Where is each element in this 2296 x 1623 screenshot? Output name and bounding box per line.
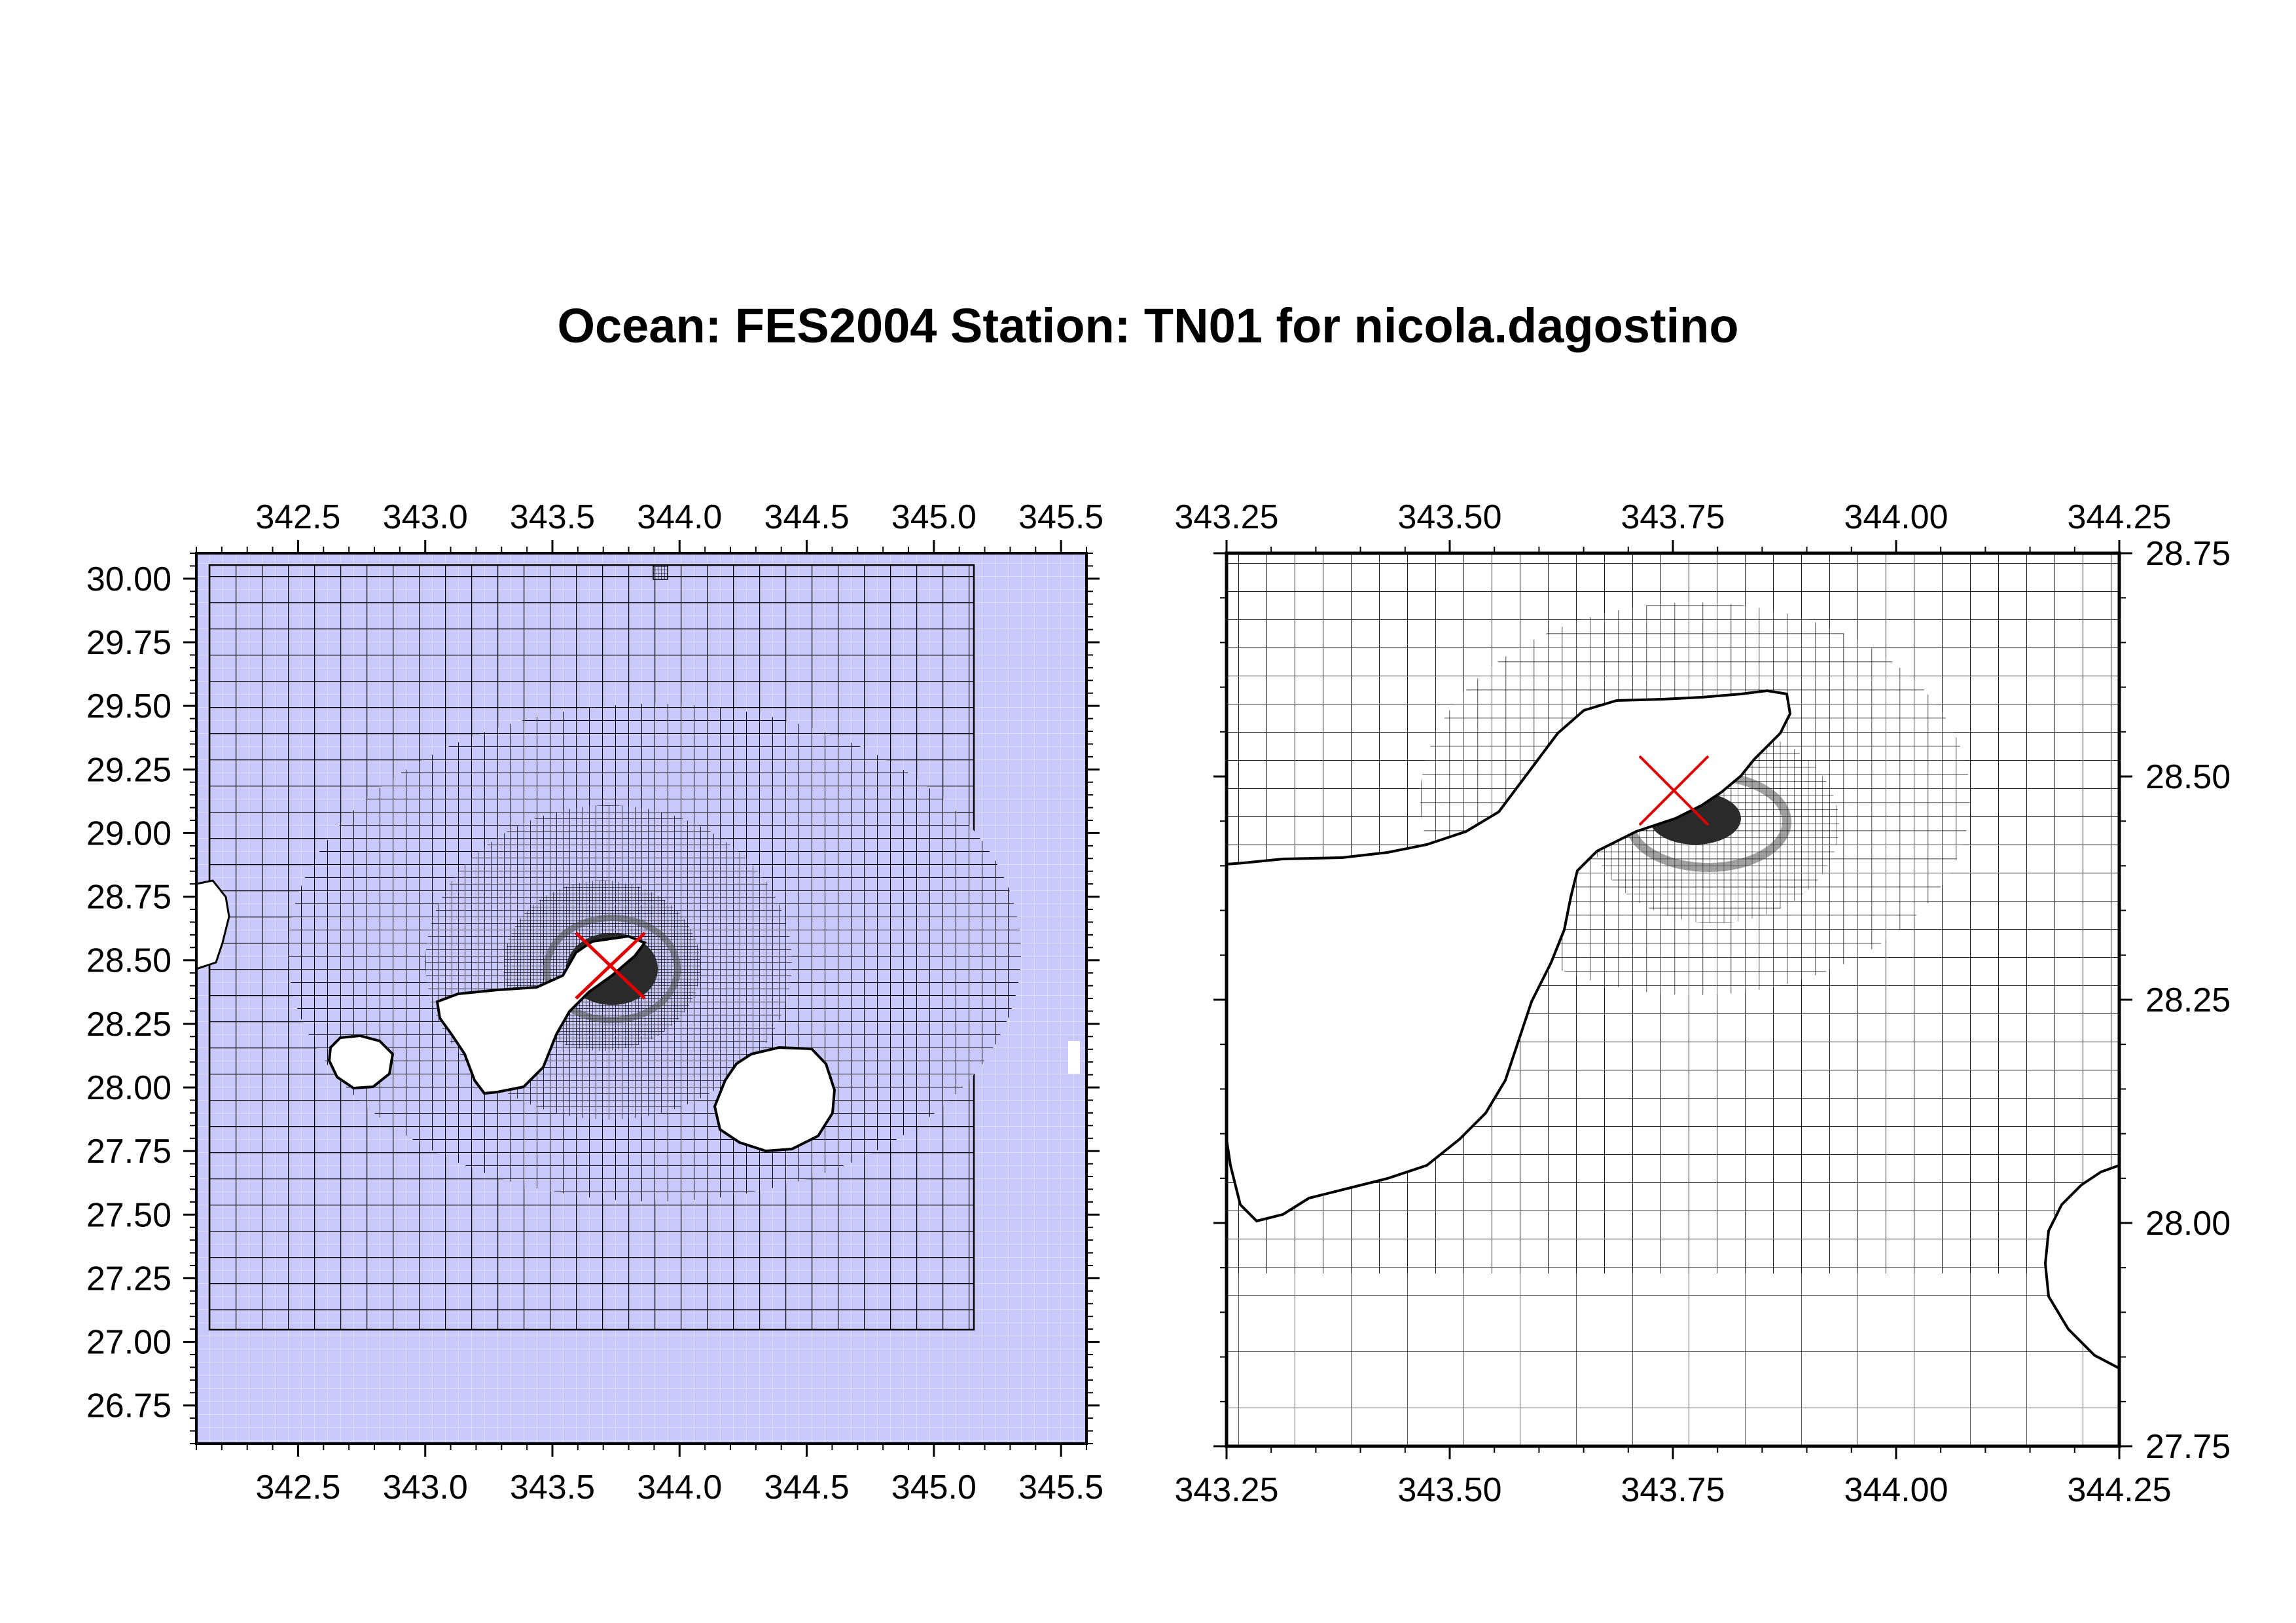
- y-tick-label: 27.00: [86, 1324, 171, 1362]
- x-tick-label-top: 345.5: [1018, 498, 1103, 536]
- y-tick-label: 29.00: [86, 814, 171, 852]
- x-tick-label-top: 343.0: [383, 498, 468, 536]
- zoom-station-marker-line-b: [1638, 755, 1710, 826]
- mesh-dense-ring: [543, 915, 681, 1023]
- y-tick-label: 28.25: [2145, 981, 2231, 1019]
- zoom-mesh-bottom: [1227, 1273, 2119, 1446]
- x-tick-label-bottom: 344.00: [1844, 1471, 1948, 1509]
- zoom-map: [1227, 553, 2119, 1446]
- y-tick-label: 28.75: [86, 879, 171, 917]
- y-tick-label: 28.75: [2145, 535, 2231, 573]
- x-tick-label-top: 343.5: [510, 498, 595, 536]
- x-tick-label-bottom: 344.0: [637, 1468, 722, 1506]
- station-marker-line-b: [575, 932, 646, 1000]
- x-tick-label-top: 343.50: [1397, 498, 1501, 536]
- zoom-axes: 343.25 343.25 343.50 343.50 343.75 343.75 344.…: [1174, 498, 2231, 1509]
- figure-title: Ocean: FES2004 Station: TN01 for nicola.…: [557, 299, 1739, 353]
- x-tick-label-top: 345.0: [891, 498, 977, 536]
- y-tick-label: 27.25: [86, 1260, 171, 1298]
- x-tick-label-bottom: 344.5: [764, 1468, 850, 1506]
- y-tick-label: 26.75: [86, 1387, 171, 1425]
- station-marker: [575, 932, 646, 1000]
- y-tick-label: 29.75: [86, 624, 171, 662]
- island-la-palma-edge: [196, 879, 230, 970]
- zoom-land-tenerife: [1227, 689, 1792, 1223]
- y-tick-label: 29.25: [86, 751, 171, 789]
- y-tick-label: 29.50: [86, 687, 171, 725]
- zoom-station-marker: [1638, 755, 1710, 826]
- y-tick-label: 27.75: [2145, 1428, 2231, 1466]
- x-tick-label-bottom: 343.75: [1621, 1471, 1725, 1509]
- x-tick-label-top: 344.0: [637, 498, 722, 536]
- edge-gap: [1068, 1041, 1080, 1074]
- island-tenerife: [435, 934, 647, 1095]
- y-tick-label: 30.00: [86, 560, 171, 598]
- y-tick-label: 28.50: [2145, 758, 2231, 796]
- mesh-patch-top: [653, 564, 668, 580]
- x-tick-label-bottom: 343.25: [1174, 1471, 1278, 1509]
- x-tick-label-top: 342.5: [255, 498, 340, 536]
- island-gran-canaria: [713, 1046, 836, 1153]
- y-tick-label: 28.00: [2145, 1205, 2231, 1243]
- x-tick-label-bottom: 344.25: [2067, 1471, 2171, 1509]
- y-tick-label: 27.75: [86, 1133, 171, 1171]
- x-tick-label-top: 343.25: [1174, 498, 1278, 536]
- y-tick-label: 28.50: [86, 942, 171, 980]
- y-tick-label: 28.25: [86, 1006, 171, 1044]
- x-tick-label-bottom: 345.0: [891, 1468, 977, 1506]
- x-tick-label-top: 344.25: [2067, 498, 2171, 536]
- x-tick-label-bottom: 343.0: [383, 1468, 468, 1506]
- x-tick-label-top: 343.75: [1621, 498, 1725, 536]
- y-tick-label: 28.00: [86, 1069, 171, 1107]
- island-la-gomera: [327, 1034, 395, 1090]
- x-tick-label-top: 344.5: [764, 498, 850, 536]
- overview-axes: 342.5 342.5 343.0 343.0 343.5 343.5 344.0 344.0…: [86, 498, 1103, 1506]
- x-tick-label-bottom: 343.50: [1397, 1471, 1501, 1509]
- x-tick-label-top: 344.00: [1844, 498, 1948, 536]
- x-tick-label-bottom: 342.5: [255, 1468, 340, 1506]
- x-tick-label-bottom: 343.5: [510, 1468, 595, 1506]
- overview-map: [196, 553, 1086, 1444]
- zoom-land-gran-canaria-edge: [2043, 1163, 2119, 1370]
- y-tick-label: 27.50: [86, 1196, 171, 1234]
- x-tick-label-bottom: 345.5: [1018, 1468, 1103, 1506]
